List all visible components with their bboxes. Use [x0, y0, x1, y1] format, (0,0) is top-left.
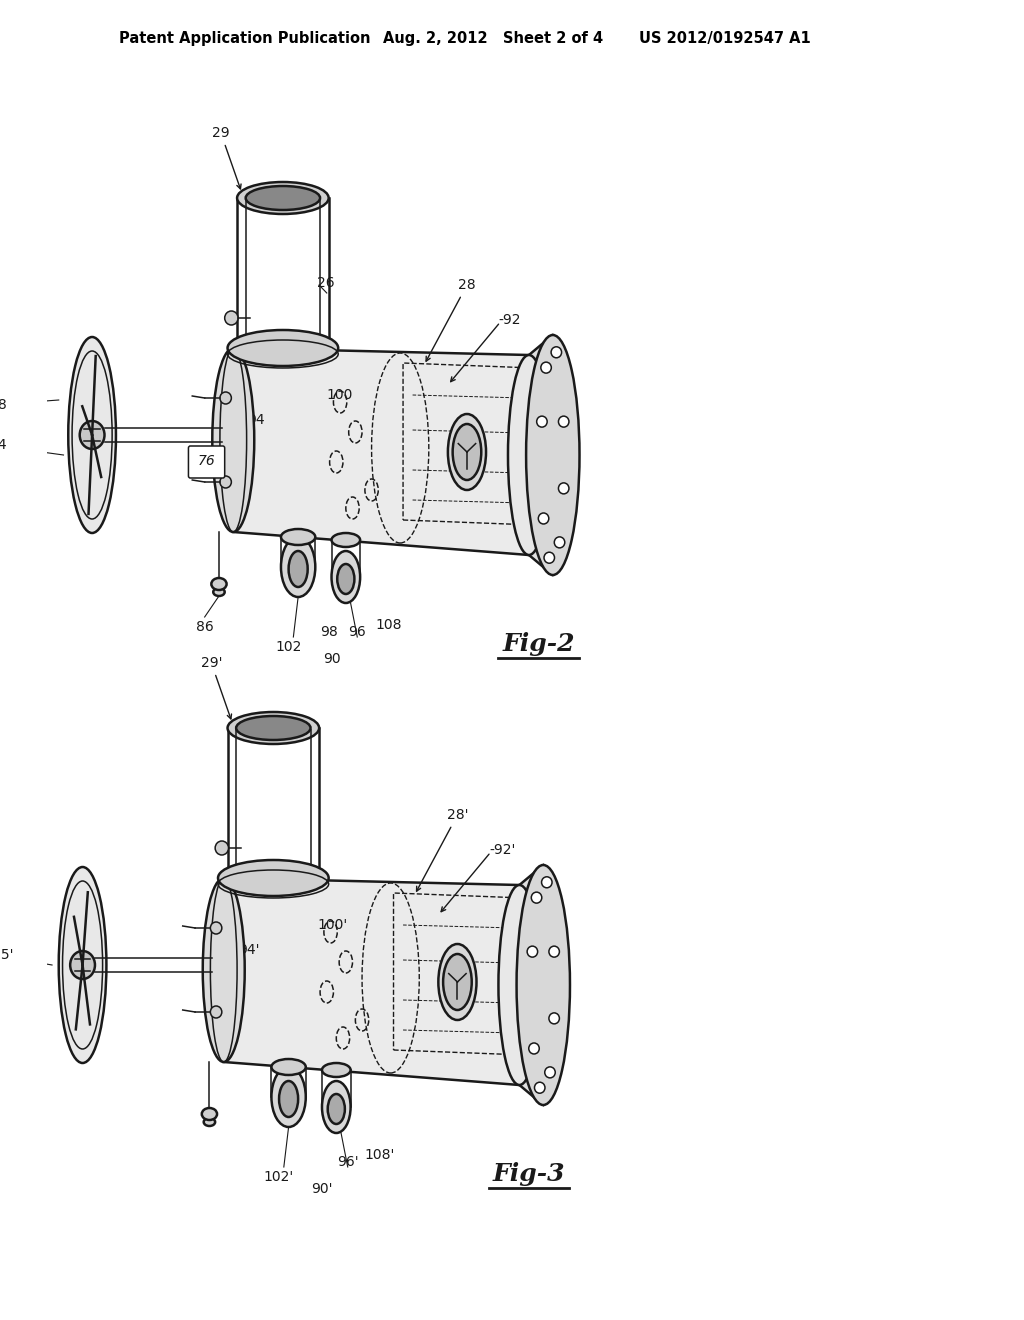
- Circle shape: [531, 892, 542, 903]
- Circle shape: [549, 1012, 559, 1024]
- Ellipse shape: [218, 861, 329, 896]
- Ellipse shape: [212, 348, 254, 532]
- Text: Patent Application Publication: Patent Application Publication: [119, 30, 371, 45]
- Circle shape: [215, 841, 228, 855]
- Text: 90': 90': [311, 1181, 333, 1196]
- Ellipse shape: [526, 335, 580, 576]
- Circle shape: [549, 946, 559, 957]
- Circle shape: [542, 876, 552, 888]
- Ellipse shape: [332, 533, 360, 546]
- Text: 29': 29': [201, 656, 231, 719]
- Text: Fig-2: Fig-2: [502, 632, 574, 656]
- Text: 29: 29: [212, 125, 241, 189]
- Text: 96': 96': [337, 1155, 358, 1170]
- Polygon shape: [529, 335, 553, 576]
- Ellipse shape: [322, 1081, 350, 1133]
- Text: US 2012/0192547 A1: US 2012/0192547 A1: [639, 30, 810, 45]
- Polygon shape: [233, 348, 529, 554]
- Ellipse shape: [227, 330, 338, 366]
- Text: 88: 88: [0, 399, 7, 412]
- Text: 94': 94': [238, 942, 259, 957]
- Circle shape: [527, 946, 538, 957]
- Circle shape: [535, 1082, 545, 1093]
- Ellipse shape: [337, 564, 354, 594]
- Circle shape: [537, 416, 547, 428]
- Ellipse shape: [237, 715, 310, 741]
- Text: Fig-3: Fig-3: [493, 1162, 565, 1185]
- Circle shape: [539, 513, 549, 524]
- Text: 100': 100': [317, 917, 347, 932]
- Ellipse shape: [281, 537, 315, 597]
- Ellipse shape: [202, 1107, 217, 1119]
- Ellipse shape: [204, 1118, 215, 1126]
- Ellipse shape: [438, 944, 476, 1020]
- Circle shape: [528, 1043, 540, 1053]
- Text: 100: 100: [327, 388, 353, 403]
- Ellipse shape: [213, 587, 224, 597]
- Circle shape: [558, 483, 569, 494]
- Ellipse shape: [69, 337, 116, 533]
- Text: -92: -92: [499, 313, 521, 327]
- Circle shape: [554, 537, 565, 548]
- Ellipse shape: [332, 550, 360, 603]
- Ellipse shape: [447, 414, 486, 490]
- Ellipse shape: [203, 878, 245, 1063]
- Ellipse shape: [508, 355, 550, 554]
- Ellipse shape: [238, 182, 329, 214]
- Text: 85': 85': [0, 948, 13, 962]
- Ellipse shape: [211, 578, 226, 590]
- Ellipse shape: [499, 884, 541, 1085]
- Text: 84: 84: [0, 438, 7, 451]
- Circle shape: [541, 362, 551, 374]
- Ellipse shape: [58, 867, 106, 1063]
- Text: 90: 90: [323, 652, 340, 667]
- Circle shape: [558, 416, 569, 428]
- Ellipse shape: [271, 1059, 306, 1074]
- Text: Aug. 2, 2012   Sheet 2 of 4: Aug. 2, 2012 Sheet 2 of 4: [383, 30, 603, 45]
- Text: 98: 98: [319, 624, 338, 639]
- Text: 28': 28': [417, 808, 468, 891]
- Text: 86: 86: [196, 620, 214, 634]
- Circle shape: [545, 1067, 555, 1078]
- Text: 26: 26: [317, 276, 335, 290]
- Text: 108: 108: [376, 618, 402, 632]
- Text: 102': 102': [264, 1170, 294, 1184]
- Circle shape: [224, 312, 238, 325]
- Ellipse shape: [227, 711, 319, 744]
- Polygon shape: [223, 878, 519, 1085]
- Text: -92': -92': [488, 843, 515, 857]
- Circle shape: [210, 921, 222, 935]
- Circle shape: [220, 392, 231, 404]
- FancyBboxPatch shape: [188, 446, 224, 478]
- Ellipse shape: [328, 1094, 345, 1125]
- Polygon shape: [519, 865, 544, 1105]
- Ellipse shape: [280, 1081, 298, 1117]
- Circle shape: [544, 552, 555, 564]
- Ellipse shape: [80, 421, 104, 449]
- Ellipse shape: [246, 186, 321, 210]
- Text: 108': 108': [364, 1148, 394, 1162]
- Circle shape: [220, 477, 231, 488]
- Ellipse shape: [322, 1063, 350, 1077]
- Text: 96: 96: [348, 624, 367, 639]
- Ellipse shape: [71, 950, 95, 979]
- Circle shape: [210, 1006, 222, 1018]
- Ellipse shape: [281, 529, 315, 545]
- Ellipse shape: [453, 424, 481, 480]
- Ellipse shape: [271, 1067, 306, 1127]
- Circle shape: [551, 347, 561, 358]
- Text: 76: 76: [198, 454, 215, 469]
- Text: 94: 94: [248, 413, 265, 426]
- Ellipse shape: [443, 954, 472, 1010]
- Ellipse shape: [516, 865, 570, 1105]
- Text: 102: 102: [275, 640, 302, 653]
- Text: 28: 28: [426, 279, 476, 362]
- Ellipse shape: [289, 550, 307, 587]
